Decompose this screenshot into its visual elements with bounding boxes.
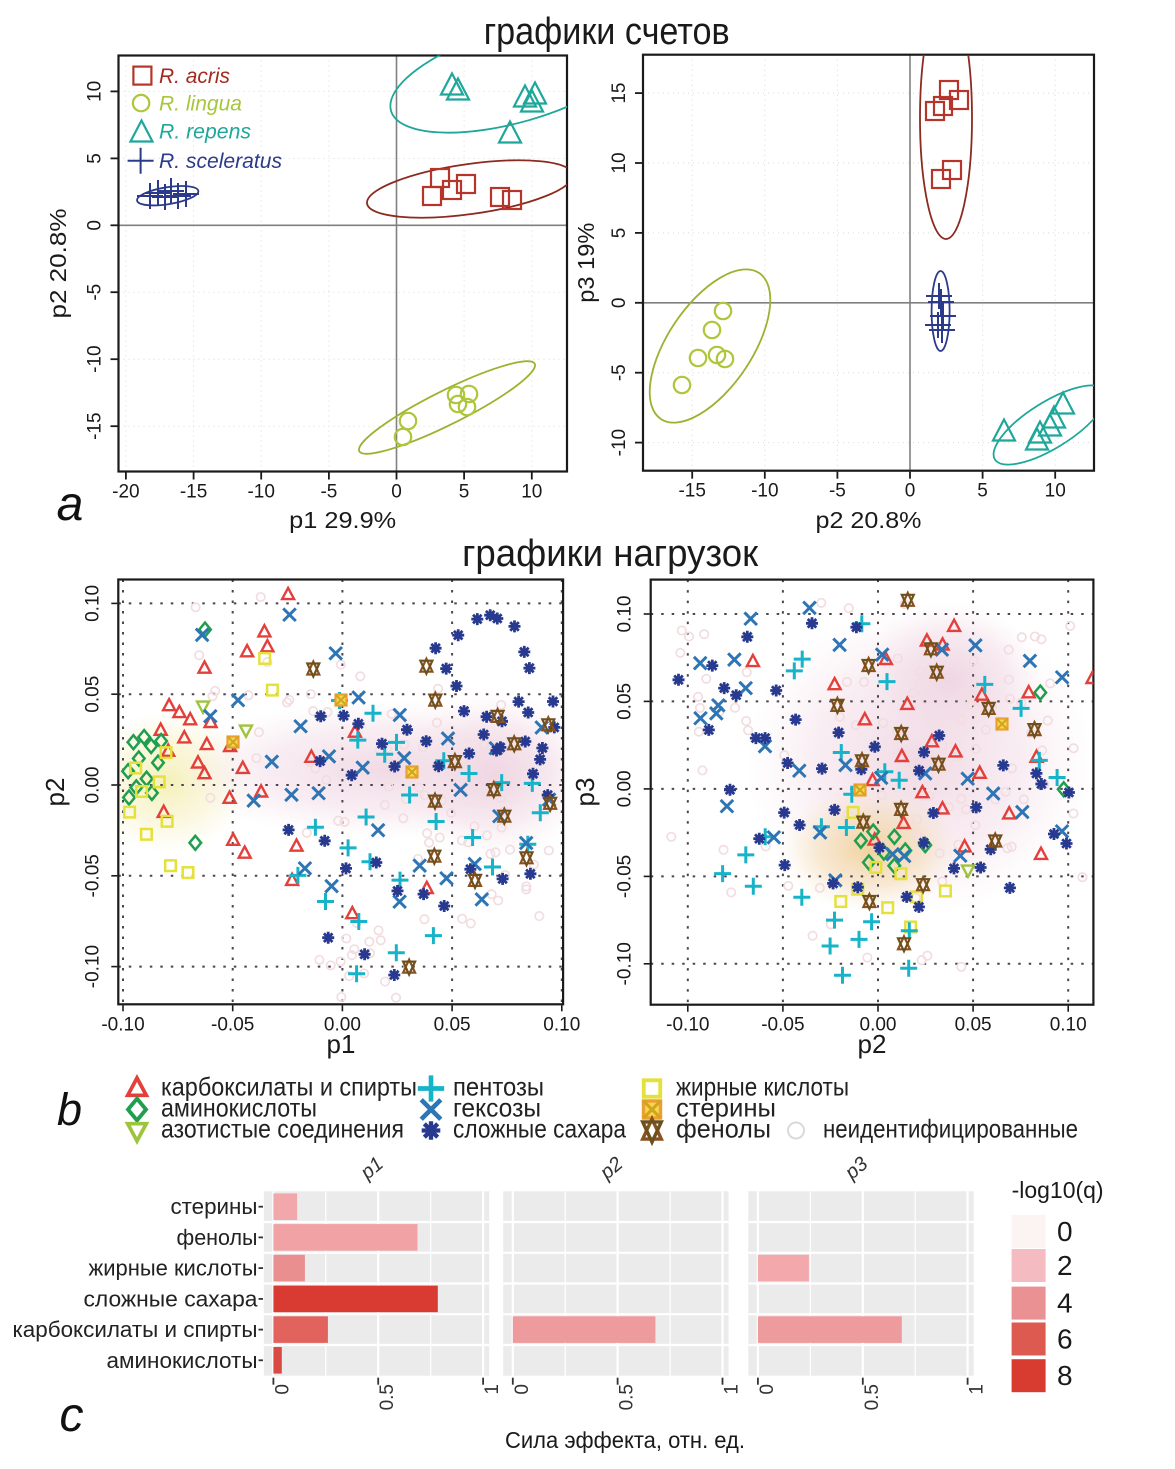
svg-text:-0.10: -0.10 [666, 1015, 709, 1036]
svg-text:жирные кислоты: жирные кислоты [89, 1256, 258, 1281]
svg-text:1: 1 [722, 1384, 743, 1395]
svg-text:-10: -10 [751, 481, 778, 502]
svg-text:0.5: 0.5 [617, 1384, 638, 1410]
svg-text:-20: -20 [112, 482, 139, 503]
svg-text:-5: -5 [829, 481, 846, 502]
svg-text:4: 4 [1057, 1288, 1073, 1319]
svg-text:-10: -10 [609, 429, 630, 456]
svg-text:-5: -5 [85, 284, 106, 301]
svg-text:-15: -15 [85, 412, 106, 439]
svg-text:-15: -15 [180, 482, 207, 503]
svg-text:пентозы: пентозы [453, 1072, 544, 1102]
svg-text:1: 1 [967, 1384, 988, 1395]
svg-text:5: 5 [977, 481, 988, 502]
svg-text:графики счетов: графики счетов [484, 11, 730, 53]
svg-text:p3: p3 [570, 778, 600, 807]
svg-text:-10: -10 [247, 482, 274, 503]
svg-text:R. acris: R. acris [159, 65, 230, 88]
svg-text:карбоксилаты и спирты: карбоксилаты и спирты [161, 1072, 417, 1102]
svg-text:15: 15 [609, 83, 630, 104]
svg-text:-0.05: -0.05 [615, 855, 636, 898]
svg-text:0.5: 0.5 [862, 1384, 883, 1410]
svg-text:-0.10: -0.10 [82, 945, 103, 988]
svg-text:1: 1 [482, 1384, 503, 1395]
svg-text:0.10: 0.10 [1050, 1015, 1087, 1036]
svg-text:p2: p2 [858, 1029, 887, 1059]
svg-text:0: 0 [512, 1384, 533, 1395]
svg-text:5: 5 [609, 228, 630, 239]
svg-text:0.00: 0.00 [860, 1015, 897, 1036]
svg-text:0: 0 [905, 481, 916, 502]
svg-text:аминокислоты: аминокислоты [161, 1093, 317, 1123]
svg-text:b: b [57, 1084, 82, 1135]
svg-text:0.00: 0.00 [615, 770, 636, 807]
svg-text:0.10: 0.10 [615, 596, 636, 633]
svg-text:0: 0 [609, 298, 630, 309]
svg-text:0.10: 0.10 [543, 1014, 580, 1035]
svg-text:5: 5 [459, 482, 470, 503]
svg-text:0.00: 0.00 [82, 767, 103, 804]
svg-text:азотистые соединения: азотистые соединения [161, 1114, 404, 1144]
svg-text:p2 20.8%: p2 20.8% [816, 507, 922, 533]
svg-text:5: 5 [85, 153, 106, 164]
svg-text:0.05: 0.05 [615, 683, 636, 720]
svg-text:p2 20.8%: p2 20.8% [45, 209, 71, 319]
svg-text:0.05: 0.05 [434, 1014, 471, 1035]
svg-text:-0.05: -0.05 [211, 1014, 254, 1035]
svg-text:R. sceleratus: R. sceleratus [159, 150, 282, 173]
svg-text:-10: -10 [85, 345, 106, 372]
svg-text:гексозы: гексозы [453, 1093, 541, 1123]
svg-text:жирные кислоты: жирные кислоты [676, 1072, 849, 1102]
svg-text:-5: -5 [609, 364, 630, 381]
svg-text:Сила эффекта, отн. ед.: Сила эффекта, отн. ед. [505, 1427, 745, 1453]
svg-text:-log10(q): -log10(q) [1012, 1177, 1104, 1203]
svg-text:0: 0 [757, 1384, 778, 1395]
svg-text:стерины: стерины [676, 1093, 776, 1123]
svg-text:6: 6 [1057, 1324, 1073, 1355]
svg-text:-0.05: -0.05 [761, 1015, 804, 1036]
svg-text:-0.05: -0.05 [82, 854, 103, 897]
svg-text:0: 0 [85, 220, 106, 231]
svg-text:10: 10 [1045, 481, 1066, 502]
svg-text:a: a [57, 478, 84, 531]
svg-text:R. repens: R. repens [159, 121, 252, 144]
svg-text:p3 19%: p3 19% [573, 223, 599, 303]
svg-text:0.00: 0.00 [324, 1014, 361, 1035]
svg-text:фенолы: фенолы [676, 1114, 771, 1144]
svg-text:0: 0 [391, 482, 402, 503]
svg-text:сложные сахара: сложные сахара [84, 1286, 259, 1311]
svg-text:фенолы: фенолы [177, 1225, 258, 1250]
svg-text:10: 10 [609, 152, 630, 173]
svg-text:0: 0 [1057, 1216, 1073, 1247]
svg-text:-15: -15 [678, 481, 705, 502]
svg-text:p1 29.9%: p1 29.9% [289, 507, 396, 533]
svg-text:аминокислоты: аминокислоты [107, 1348, 258, 1373]
svg-text:графики нагрузок: графики нагрузок [462, 533, 758, 575]
svg-text:c: c [60, 1389, 84, 1442]
svg-text:0.05: 0.05 [955, 1015, 992, 1036]
svg-text:0.5: 0.5 [377, 1384, 398, 1410]
svg-text:0.05: 0.05 [82, 676, 103, 713]
svg-text:R. lingua: R. lingua [159, 93, 242, 116]
svg-text:10: 10 [521, 482, 542, 503]
svg-text:стерины: стерины [171, 1194, 258, 1219]
svg-text:10: 10 [85, 81, 106, 102]
svg-text:-5: -5 [320, 482, 337, 503]
svg-text:0: 0 [272, 1384, 293, 1395]
svg-text:8: 8 [1057, 1360, 1073, 1391]
svg-text:-0.10: -0.10 [101, 1014, 144, 1035]
svg-text:неидентифицированные: неидентифицированные [823, 1114, 1078, 1144]
svg-text:2: 2 [1057, 1250, 1073, 1281]
svg-text:карбоксилаты и спирты: карбоксилаты и спирты [13, 1317, 258, 1342]
svg-text:-0.10: -0.10 [615, 942, 636, 985]
svg-text:p1: p1 [327, 1029, 356, 1059]
svg-text:сложные сахара: сложные сахара [453, 1114, 626, 1144]
svg-text:p2: p2 [40, 778, 70, 807]
svg-text:0.10: 0.10 [82, 585, 103, 622]
